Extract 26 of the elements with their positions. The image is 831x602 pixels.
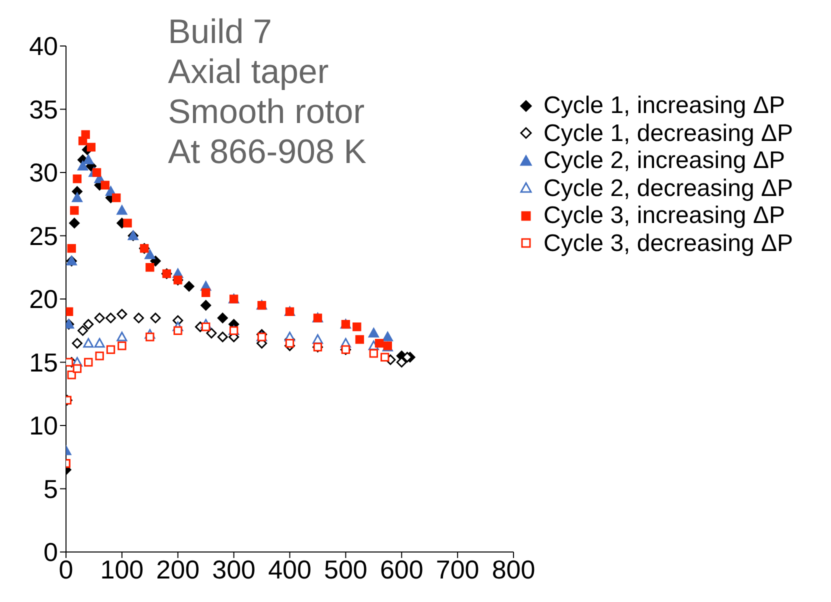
y-tick-label: 5 [44, 474, 58, 504]
legend-label: Cycle 2, increasing ΔP [544, 147, 785, 174]
x-tick-label: 100 [100, 554, 144, 584]
y-tick-label: 25 [29, 220, 58, 251]
legend-label: Cycle 2, decreasing ΔP [544, 174, 793, 202]
x-tick-label: 800 [492, 554, 536, 584]
y-tick-label: 30 [29, 158, 58, 188]
annotation: Smooth rotor [168, 92, 366, 132]
x-tick-label: 700 [436, 554, 480, 584]
y-tick-label: 20 [29, 284, 58, 314]
legend-label: Cycle 1, increasing ΔP [544, 92, 785, 120]
y-tick-label: 10 [29, 410, 58, 441]
legend-label: Cycle 3, increasing ΔP [544, 202, 785, 230]
legend-label: Cycle 1, decreasing ΔP [544, 120, 793, 147]
legend-label: Cycle 3, decreasing ΔP [544, 230, 793, 257]
annotation: Axial taper [168, 52, 330, 92]
x-tick-label: 200 [156, 554, 200, 584]
y-tick-label: 15 [29, 347, 58, 378]
x-tick-label: 300 [212, 554, 256, 584]
x-tick-label: 400 [268, 554, 312, 584]
y-tick-label: 40 [29, 31, 58, 62]
y-tick-label: 35 [29, 94, 58, 124]
x-tick-label: 500 [324, 554, 368, 584]
annotation: Build 7 [168, 12, 273, 52]
annotation: At 866-908 K [168, 132, 366, 172]
x-tick-label: 600 [380, 554, 424, 584]
